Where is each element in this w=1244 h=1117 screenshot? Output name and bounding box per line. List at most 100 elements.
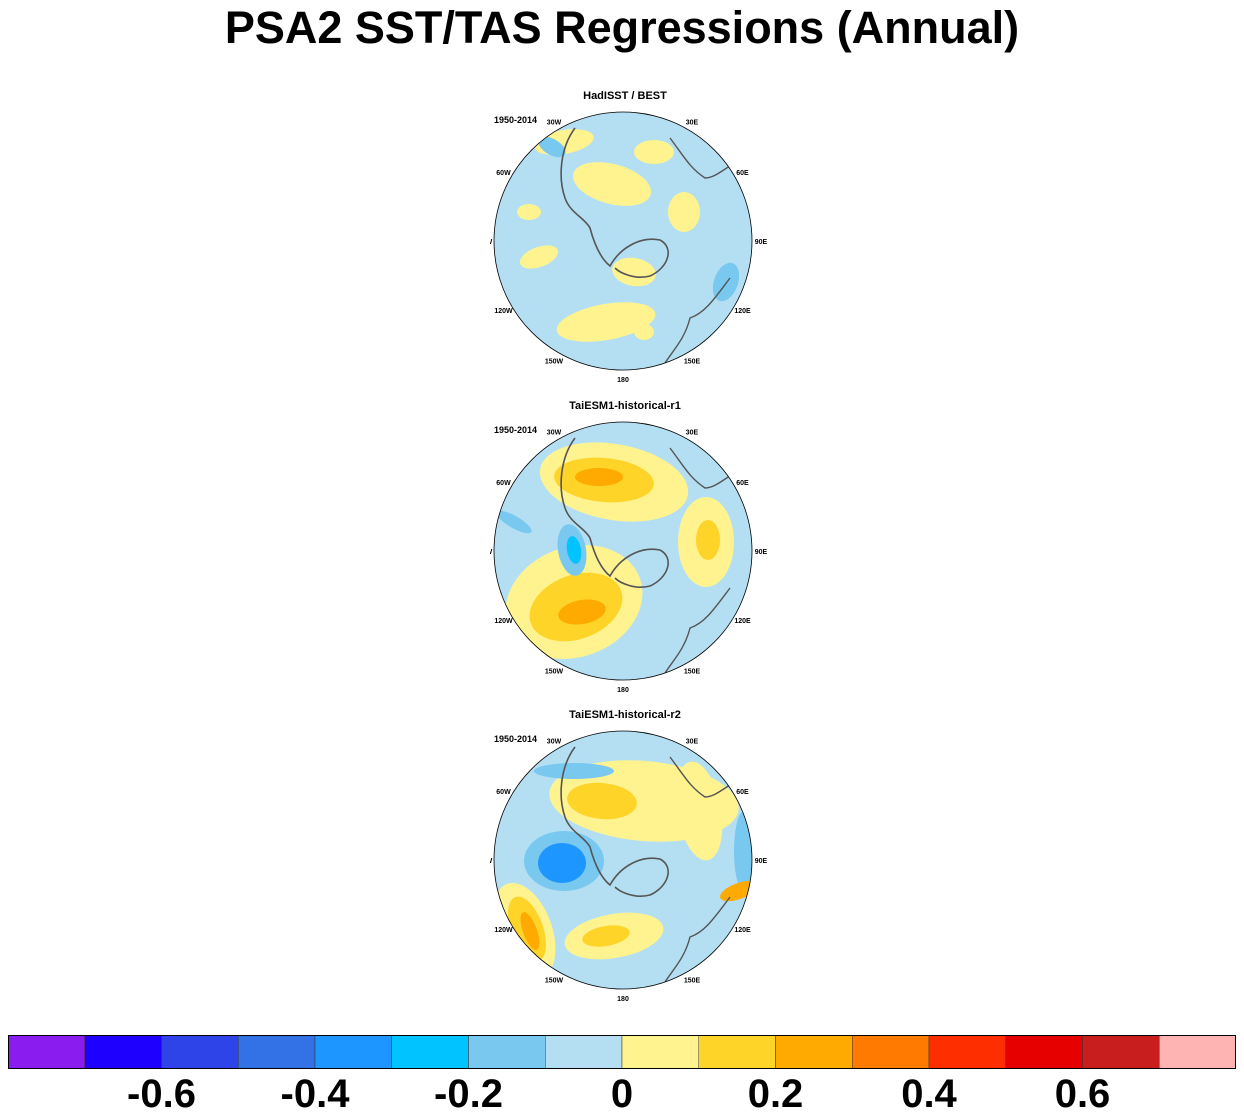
longitude-label: 90W [490,858,493,865]
longitude-label: 120W [494,618,513,625]
cool-anomaly [534,763,614,779]
longitude-label: 120E [734,927,751,934]
longitude-label: 30W [547,119,562,126]
colorbar-swatch [698,1035,776,1069]
colorbar-tick-label: 0.6 [1054,1072,1111,1116]
longitude-label: 90W [490,239,493,246]
polar-map: 030E60E90E120E150E180150W120W90W60W30W [490,421,768,694]
cool-anomaly [538,136,566,158]
polar-map: 030E60E90E120E150E180150W120W90W60W30W [490,730,768,1003]
longitude-label: 60E [736,789,749,796]
colorbar-swatch [314,1035,392,1069]
longitude-label: 120E [734,618,751,625]
longitude-label: 150W [545,359,564,366]
colorbar-swatch [84,1035,162,1069]
longitude-label: 60W [496,170,511,177]
colorbar-tick-label: 0.2 [747,1072,804,1116]
coastline [664,587,731,674]
strong-warm-anomaly [558,599,606,625]
warm-anomaly [668,192,700,232]
longitude-label: 120W [494,308,513,315]
panel-title: TaiESM1-historical-r2 [569,709,681,721]
warm-anomaly [696,520,720,560]
colorbar-swatch [468,1035,546,1069]
colorbar-tick-label: 0.4 [901,1072,957,1116]
coastline [669,756,736,798]
longitude-label: 150E [684,359,701,366]
map-panel: TaiESM1-historical-r21950-2014030E60E90E… [470,709,780,1009]
coastline [669,447,736,489]
colorbar-swatch [621,1035,699,1069]
colorbar-swatch [161,1035,239,1069]
map-panel: TaiESM1-historical-r11950-2014030E60E90E… [470,400,780,700]
colorbar-swatch [1082,1035,1160,1069]
warm-anomaly [556,302,656,342]
warm-anomaly [573,162,651,206]
strong-warm-anomaly [720,880,752,902]
coastline [560,127,669,278]
warm-anomaly [634,140,674,164]
longitude-label: 60E [736,480,749,487]
coastline [664,277,731,364]
longitude-label: 150W [545,978,564,985]
map-border [493,111,753,371]
map-border [493,421,753,681]
warm-anomaly [612,257,656,287]
colorbar-swatch [238,1035,316,1069]
cold-anomaly [566,536,582,564]
panel-period: 1950-2014 [494,425,538,435]
panel-title: TaiESM1-historical-r1 [569,400,681,412]
longitude-label: 90E [755,858,768,865]
map-border [493,730,753,990]
colorbar-swatch [852,1035,930,1069]
warm-anomaly [582,925,630,947]
warm-anomaly [675,761,723,861]
colorbar-tick-label: -0.4 [280,1072,350,1116]
figure-title: PSA2 SST/TAS Regressions (Annual) [224,2,1020,53]
longitude-label: 120E [734,308,751,315]
longitude-label: 90W [490,549,493,556]
coastline [669,137,736,179]
coastline [664,896,731,983]
longitude-label: 180 [617,377,629,384]
polar-map: 030E60E90E120E150E180150W120W90W60W30W [490,111,768,384]
longitude-label: 120W [494,927,513,934]
colorbar-swatch [545,1035,623,1069]
cold-anomaly [538,843,586,883]
colorbar-tick-label: 0 [610,1072,634,1116]
map-panel: HadISST / BEST1950-2014030E60E90E120E150… [470,90,780,390]
panel-period: 1950-2014 [494,734,538,744]
longitude-label: 30E [686,429,699,436]
longitude-label: 60W [496,789,511,796]
longitude-label: 60E [736,170,749,177]
warm-anomaly [567,782,637,820]
longitude-label: 150E [684,669,701,676]
longitude-label: 180 [617,687,629,694]
colorbar-tick-label: -0.2 [434,1072,503,1116]
colorbar-swatch [775,1035,853,1069]
strong-warm-anomaly [520,912,540,950]
colorbar-swatch [928,1035,1006,1069]
colorbar-swatch [1159,1035,1236,1069]
longitude-label: 180 [617,996,629,1003]
longitude-label: 30W [547,738,562,745]
longitude-label: 150E [684,978,701,985]
longitude-label: 60W [496,480,511,487]
colorbar-swatch [1005,1035,1083,1069]
colorbar [8,1035,1236,1069]
panel-title: HadISST / BEST [583,90,667,102]
coastline [560,437,669,588]
panel-period: 1950-2014 [494,115,538,125]
warm-anomaly [634,324,654,340]
longitude-label: 150W [545,669,564,676]
longitude-label: 30E [686,738,699,745]
longitude-label: 30E [686,119,699,126]
cool-anomaly [496,510,532,534]
longitude-label: 90E [755,239,768,246]
warm-anomaly [517,204,541,220]
longitude-label: 90E [755,549,768,556]
colorbar-swatch [8,1035,85,1069]
colorbar-tick-label: -0.6 [127,1072,196,1116]
strong-warm-anomaly [575,468,623,486]
warm-anomaly [519,245,559,269]
